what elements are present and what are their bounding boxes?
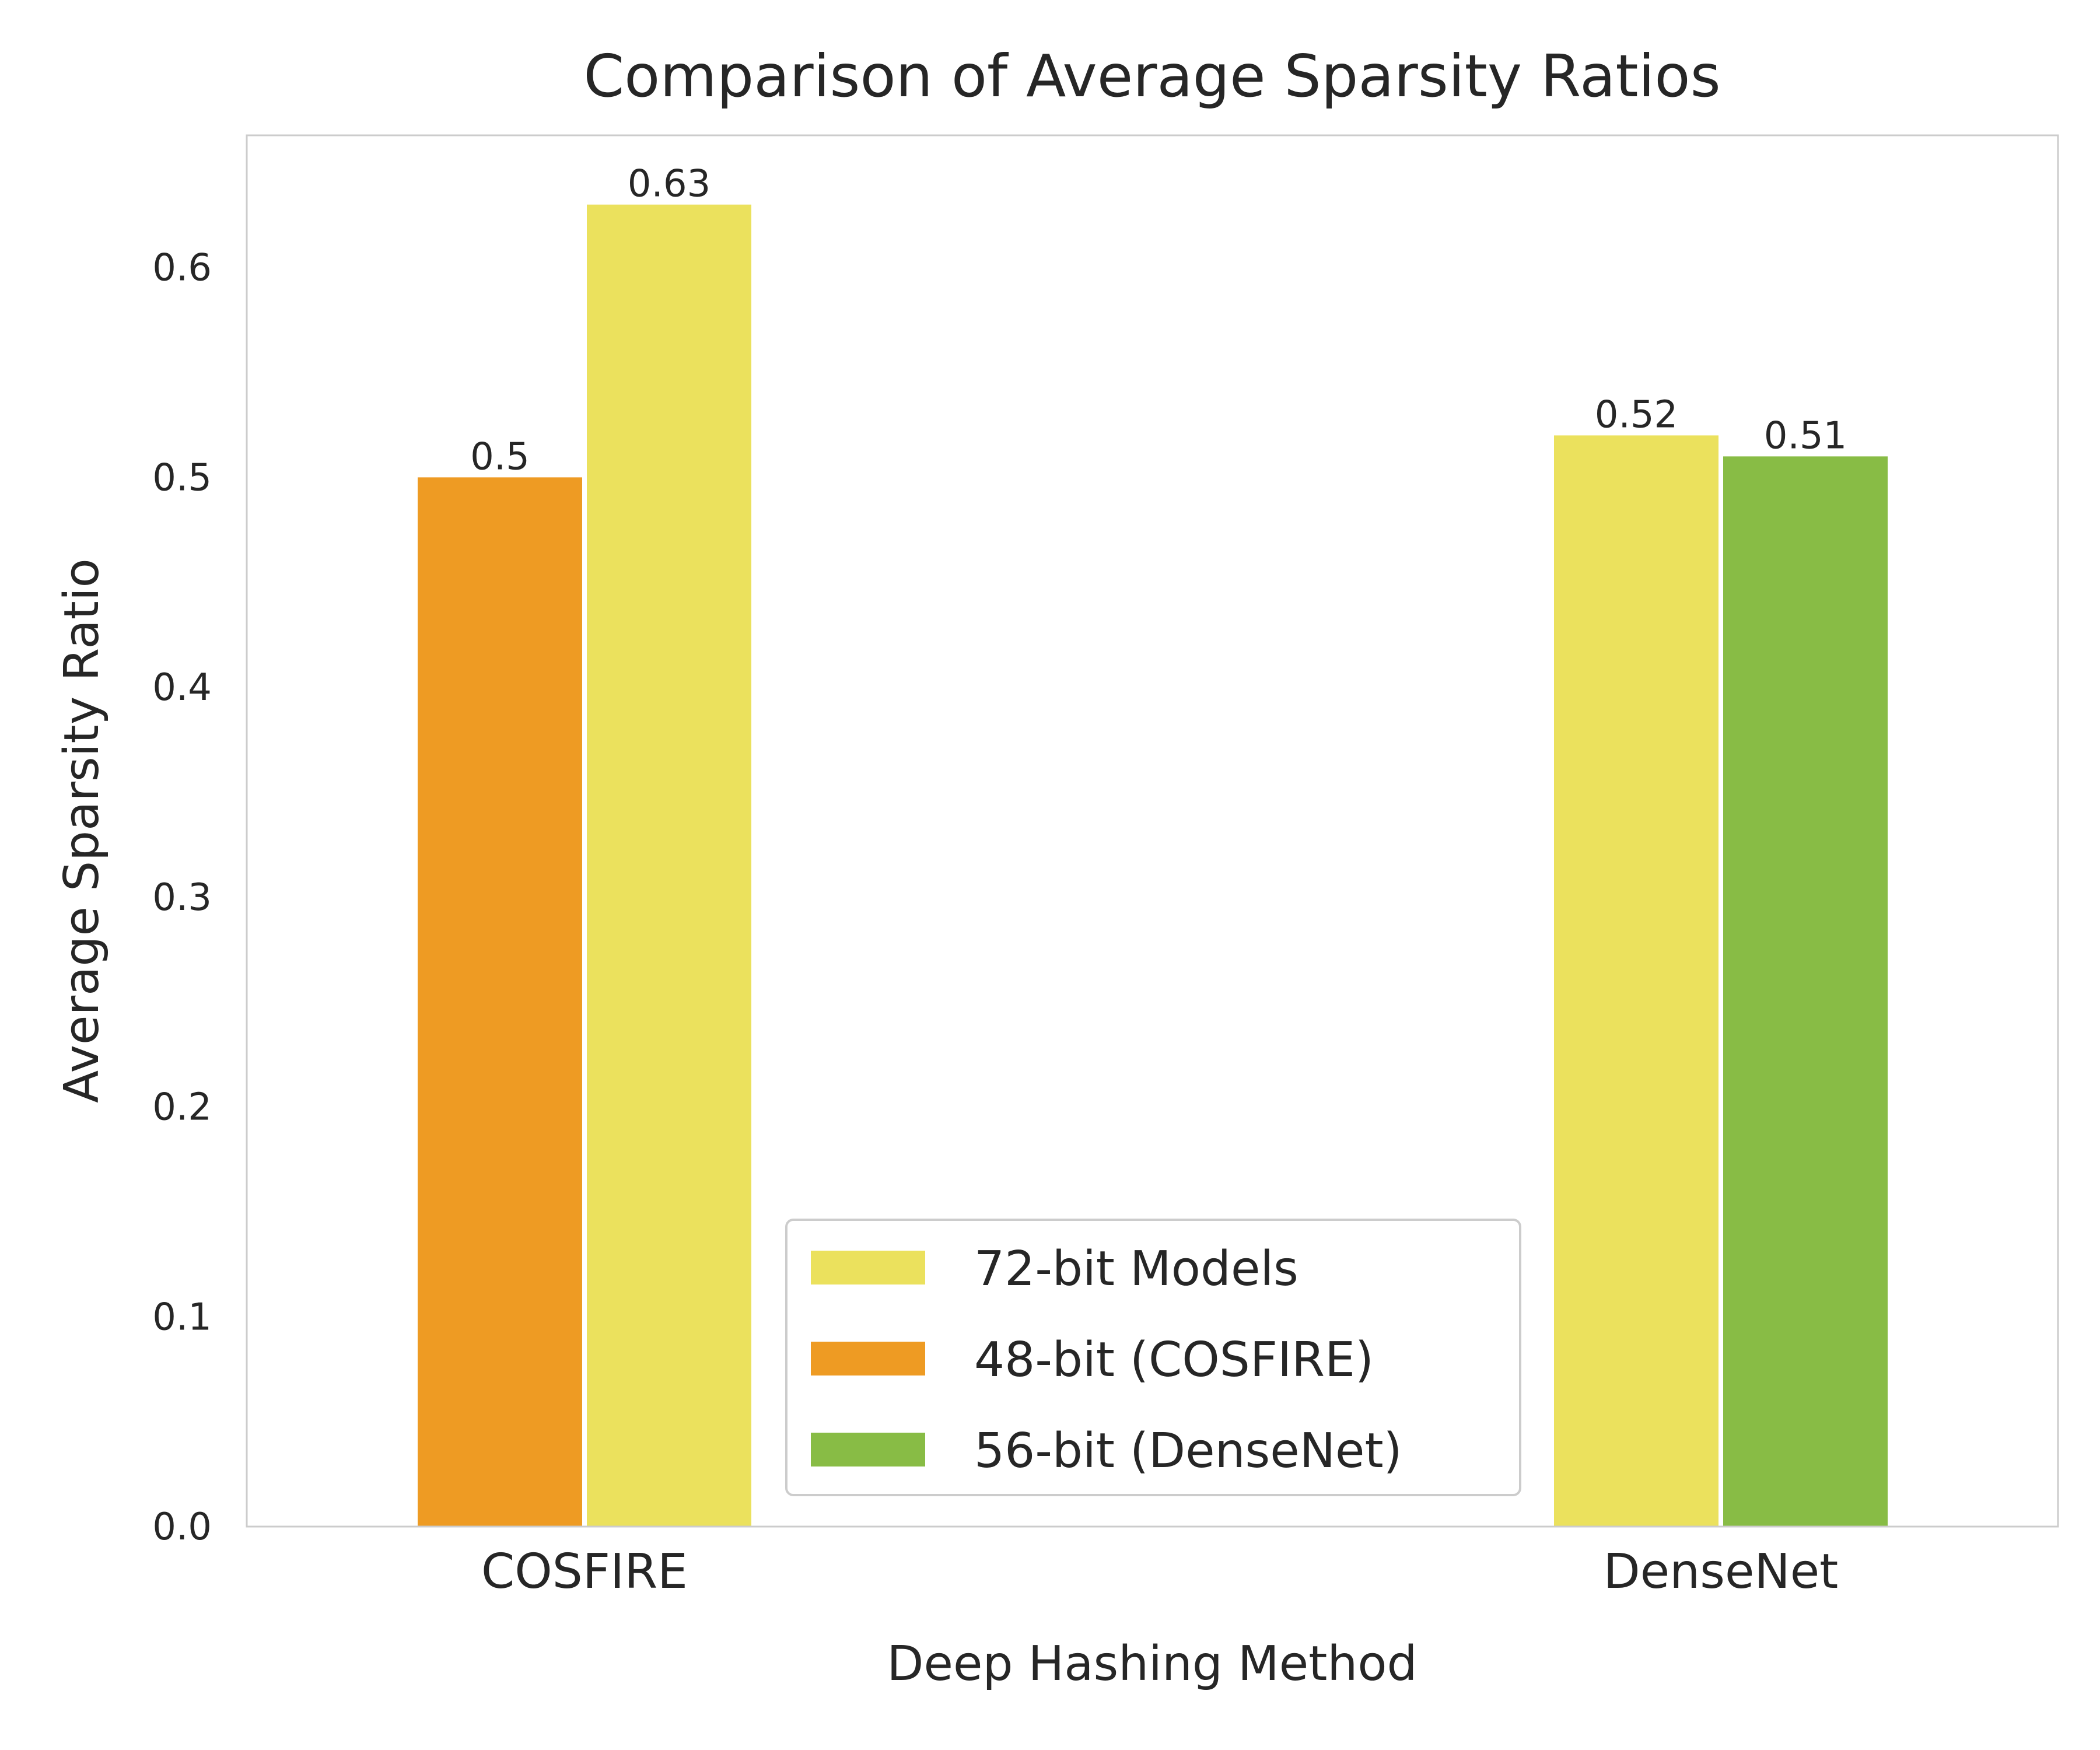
x-axis-label: Deep Hashing Method [887, 1636, 1417, 1692]
y-tick-label: 0.2 [152, 1086, 212, 1129]
data-label-densenet-72-bit-models: 0.52 [1595, 393, 1678, 436]
data-label-densenet-56-bit-densenet: 0.51 [1764, 414, 1847, 457]
legend-label-48-bit-cosfire: 48-bit (COSFIRE) [974, 1332, 1374, 1388]
x-tick-label-densenet: DenseNet [1604, 1544, 1839, 1600]
y-tick-label: 0.1 [152, 1296, 212, 1339]
legend-swatch-48-bit-cosfire [811, 1342, 925, 1376]
legend-swatch-72-bit-models [811, 1251, 925, 1284]
legend-items: 72-bit Models 48-bit (COSFIRE) 56-bit (Den… [811, 1241, 1402, 1479]
y-tick-label: 0.5 [152, 456, 212, 499]
bar-cosfire-72-bit-models [587, 204, 751, 1527]
y-tick-label: 0.0 [152, 1506, 212, 1549]
chart-title: Comparison of Average Sparsity Ratios [583, 42, 1720, 110]
x-tick-label-cosfire: COSFIRE [481, 1544, 688, 1600]
legend-swatch-56-bit-densenet [811, 1433, 925, 1466]
legend-frame [785, 1219, 1521, 1496]
x-axis-ticks: COSFIRE DenseNet [481, 1544, 1838, 1600]
data-labels-layer: 0.5 0.63 0.52 0.51 [470, 163, 1847, 479]
legend-label-56-bit-densenet: 56-bit (DenseNet) [974, 1423, 1402, 1479]
data-label-cosfire-48-bit-cosfire: 0.5 [470, 435, 530, 478]
legend: 72-bit Models 48-bit (COSFIRE) 56-bit (Den… [785, 1219, 1521, 1496]
y-tick-label: 0.6 [152, 247, 212, 290]
plot-area-frame [246, 134, 2059, 1528]
y-tick-label: 0.4 [152, 666, 212, 709]
y-tick-label: 0.3 [152, 876, 212, 919]
y-axis-ticks: 0.0 0.1 0.2 0.3 0.4 0.5 0.6 [152, 247, 212, 1549]
legend-label-72-bit-models: 72-bit Models [974, 1241, 1298, 1297]
y-axis-label: Average Sparsity Ratio [54, 558, 110, 1103]
bars-layer [418, 204, 1888, 1527]
data-label-cosfire-72-bit-models: 0.63 [628, 163, 711, 206]
bar-densenet-56-bit-densenet [1723, 456, 1888, 1527]
bar-densenet-72-bit-models [1554, 435, 1718, 1527]
bar-cosfire-48-bit-cosfire [418, 477, 582, 1527]
